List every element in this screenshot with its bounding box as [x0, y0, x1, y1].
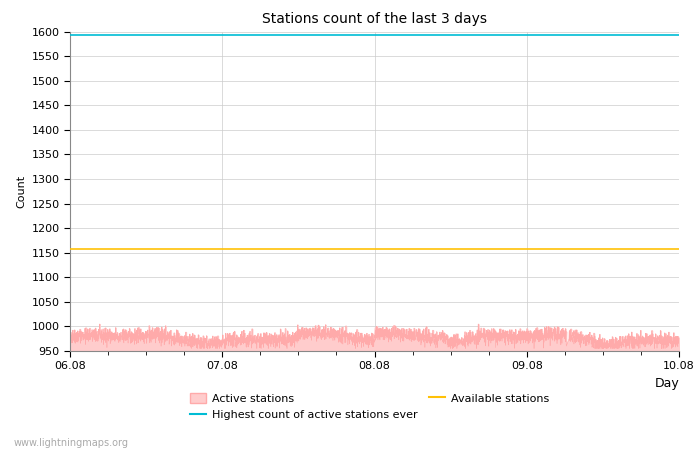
Text: www.lightningmaps.org: www.lightningmaps.org — [14, 438, 129, 448]
Y-axis label: Count: Count — [16, 175, 26, 208]
Title: Stations count of the last 3 days: Stations count of the last 3 days — [262, 12, 487, 26]
Text: Day: Day — [654, 377, 679, 390]
Legend: Active stations, Highest count of active stations ever, Available stations: Active stations, Highest count of active… — [186, 388, 554, 424]
